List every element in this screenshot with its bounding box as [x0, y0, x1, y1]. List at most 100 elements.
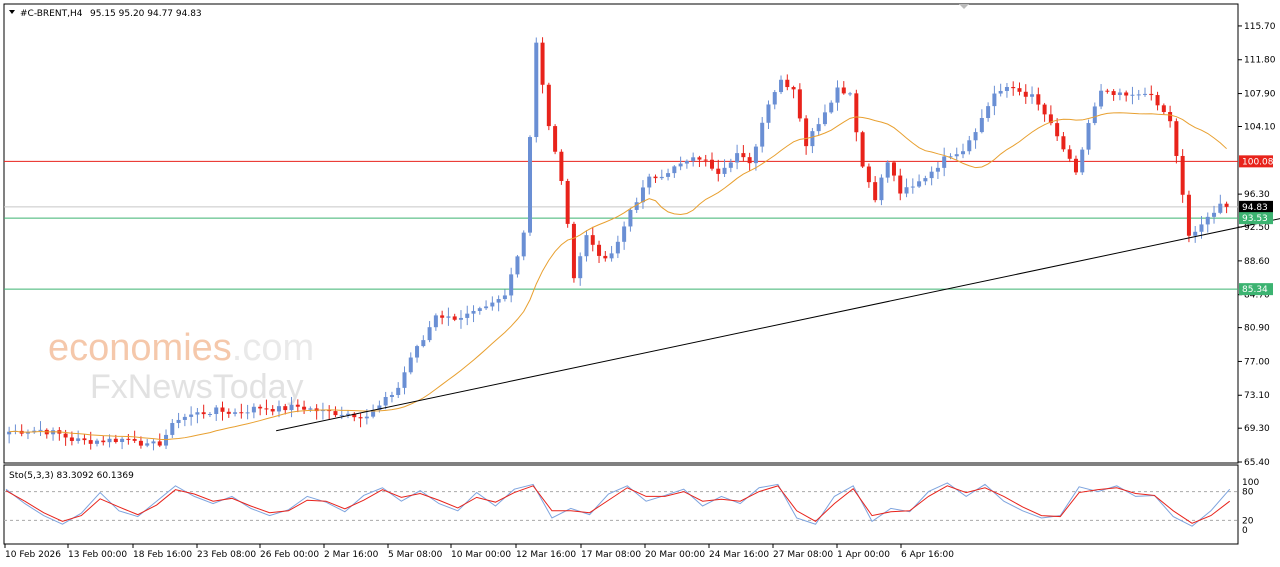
candle-body [1224, 203, 1229, 207]
time-tick-label: 23 Feb 08:00 [197, 550, 256, 560]
candle-body [678, 163, 683, 167]
stochastic-scale-label: 20 [1242, 516, 1254, 526]
trendline-line[interactable] [276, 75, 1280, 432]
time-tick-label: 10 Feb 2026 [5, 550, 61, 560]
candle-body [904, 187, 909, 194]
candle-body [327, 409, 332, 412]
candle-body [220, 407, 225, 412]
candle-body [490, 302, 495, 307]
level-label-93.53: 93.53 [1242, 214, 1268, 224]
candle-body [1011, 86, 1016, 89]
candle-body [1099, 90, 1104, 107]
candle-body [986, 106, 991, 119]
candle-body [590, 235, 595, 245]
candle-body [7, 431, 12, 435]
candle-body [553, 126, 558, 152]
candle-body [917, 181, 922, 187]
scroll-marker-icon[interactable] [959, 4, 969, 9]
candle-body [747, 157, 752, 164]
candle-body [295, 404, 300, 407]
candle-body [622, 226, 627, 242]
candle-body [164, 434, 169, 446]
dropdown-triangle-icon[interactable] [9, 10, 15, 14]
candle-body [383, 397, 388, 406]
candle-body [1042, 104, 1047, 115]
candle-body [597, 244, 602, 256]
candle-body [1205, 216, 1210, 225]
candle-body [502, 295, 507, 300]
candle-body [1080, 149, 1085, 173]
time-axis: 10 Feb 2026 13 Feb 00:00 18 Feb 16:00 23 Fe… [4, 544, 954, 560]
price-tick-label: 77.00 [1244, 357, 1270, 367]
time-tick-label: 12 Mar 16:00 [516, 550, 576, 560]
candle-body [835, 87, 840, 103]
candle-body [571, 223, 576, 279]
candle-body [465, 313, 470, 318]
candle-body [684, 160, 689, 164]
time-tick-label: 10 Mar 00:00 [451, 550, 511, 560]
horizontal-levels [4, 160, 1238, 290]
candle-body [496, 299, 501, 303]
candle-body [132, 439, 137, 441]
candle-body [766, 104, 771, 123]
watermark: economies.com FxNewsToday [48, 327, 314, 406]
moving-average [9, 112, 1227, 441]
candle-body [289, 404, 294, 411]
price-tick-label: 92.50 [1244, 223, 1270, 233]
candle-body [879, 177, 884, 201]
candle-body [1073, 158, 1078, 173]
time-tick-label: 27 Mar 08:00 [773, 550, 833, 560]
candle-body [477, 308, 482, 311]
candle-body [948, 156, 953, 158]
candle-body [421, 340, 426, 347]
level-label-100.08: 100.08 [1242, 157, 1274, 167]
candle-body [233, 412, 238, 414]
time-tick-label: 1 Apr 00:00 [837, 550, 890, 560]
candle-body [339, 414, 344, 416]
candle-body [816, 124, 821, 132]
candle-body [534, 42, 539, 138]
candle-body [276, 406, 281, 412]
candle-body [647, 176, 652, 188]
candle-body [88, 440, 93, 444]
candle-body [270, 409, 275, 412]
candle-body [151, 441, 156, 444]
candle-body [923, 178, 928, 182]
candle-body [25, 432, 30, 434]
time-tick-label: 26 Feb 00:00 [260, 550, 319, 560]
time-tick-label: 2 Mar 16:00 [324, 550, 379, 560]
trendline[interactable] [276, 75, 1280, 432]
candle-body [848, 93, 853, 95]
candle-body [120, 438, 125, 443]
candle-body [1055, 123, 1060, 137]
time-tick-label: 24 Mar 16:00 [709, 550, 769, 560]
level-label-bg [1239, 155, 1273, 168]
candle-body [101, 440, 106, 443]
candle-body [1023, 91, 1028, 97]
candle-body [628, 209, 633, 227]
candle-body [521, 232, 526, 257]
time-tick-label: 5 Mar 08:00 [388, 550, 443, 560]
candle-body [51, 430, 56, 435]
stochastic-signal-line [5, 485, 1231, 524]
candle-body [910, 186, 915, 188]
candle-body [841, 87, 846, 94]
chart-header: #C-BRENT,H4 95.15 95.20 94.77 94.83 [9, 9, 202, 19]
candle-body [954, 154, 959, 157]
price-tick-label: 111.80 [1244, 56, 1276, 66]
candle-body [779, 79, 784, 93]
candle-body [822, 112, 827, 125]
stochastic-main-line [5, 482, 1231, 527]
candle-body [452, 316, 457, 320]
candle-body [615, 241, 620, 254]
candle-body [1161, 105, 1166, 113]
candle-body [703, 159, 708, 161]
candlestick-series [7, 37, 1229, 451]
candle-body [528, 137, 533, 233]
candle-body [182, 416, 187, 420]
price-tick-label: 84.70 [1244, 291, 1270, 301]
candle-body [666, 173, 671, 177]
stochastic-scale-label: 0 [1242, 526, 1248, 536]
candle-body [860, 132, 865, 167]
candle-body [471, 310, 476, 314]
